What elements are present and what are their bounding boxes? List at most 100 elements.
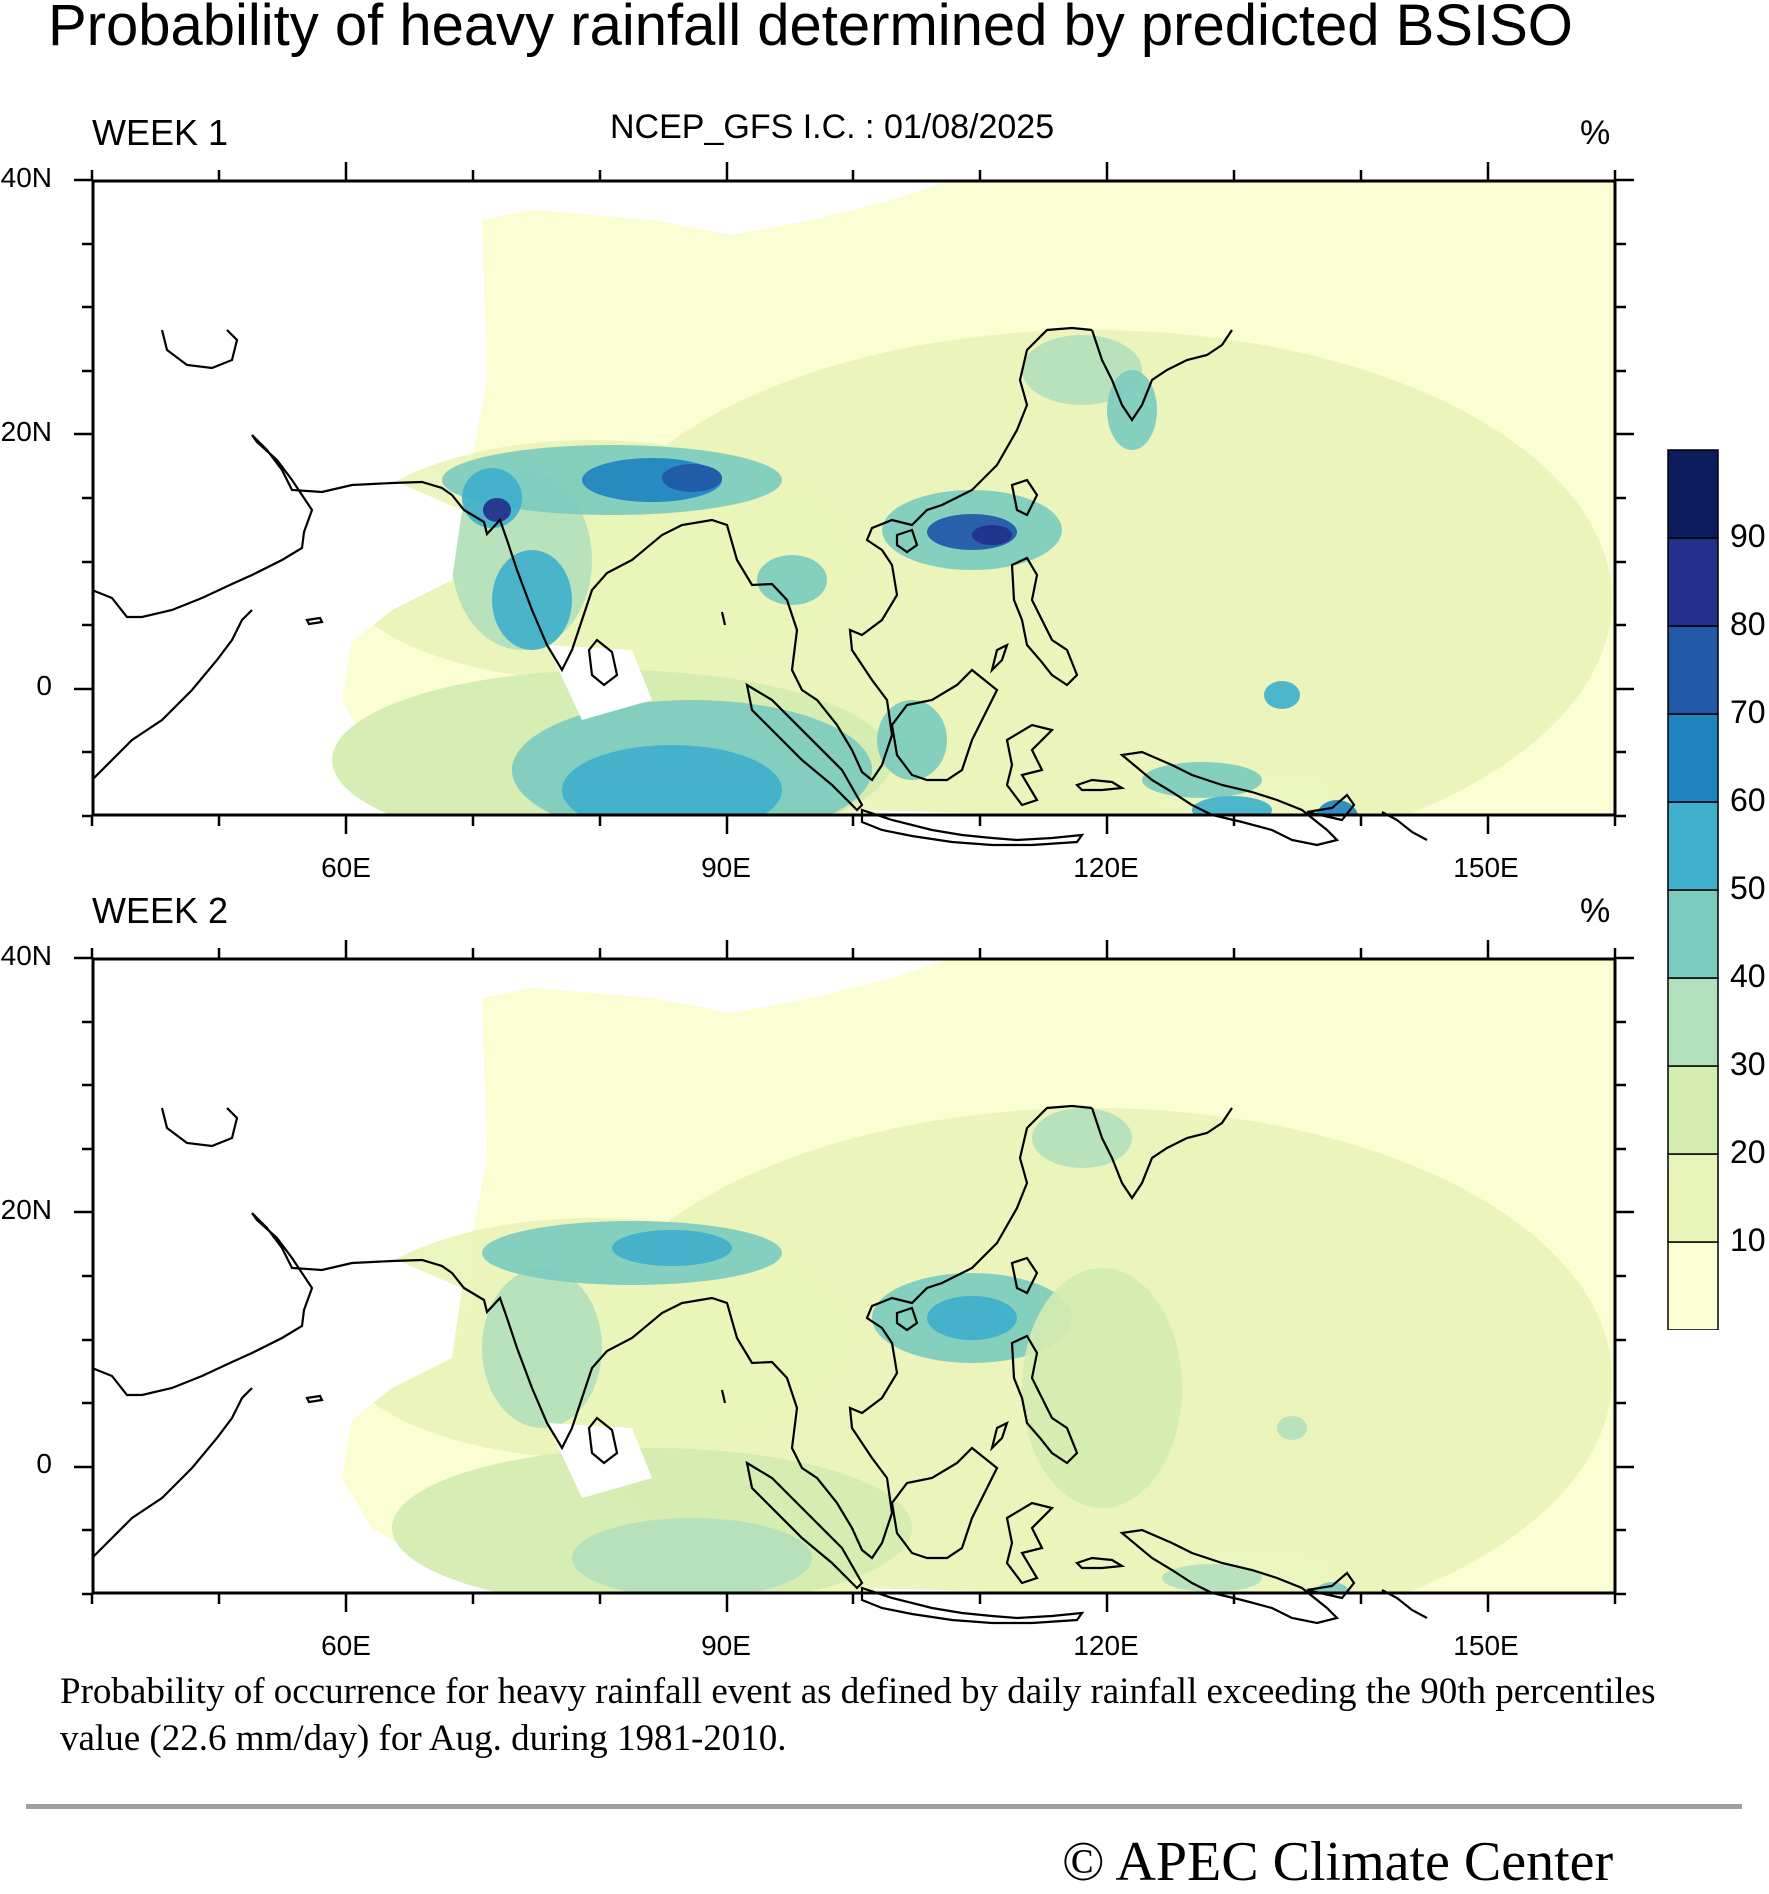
week2-lon-120e: 120E [1073, 1630, 1139, 1661]
colorbar-label-10: 10 [1730, 1222, 1766, 1258]
week2-contour-9 [1022, 1268, 1182, 1508]
week2-lon-90e: 90E [701, 1630, 751, 1661]
week1-lat-40n: 40N [0, 162, 52, 193]
week2-coast-3 [1090, 1107, 1233, 1200]
week1-lon-120e: 120E [1073, 852, 1139, 883]
week1-coast-11 [890, 668, 999, 782]
week1-coast-18 [305, 616, 324, 626]
colorbar-label-80: 80 [1730, 606, 1766, 642]
week1-contour-4 [562, 745, 782, 816]
colorbar [1667, 449, 1719, 1330]
week1-nodata-west [92, 180, 482, 816]
week2-coast-2 [160, 1107, 239, 1148]
week2-coast-5 [895, 1306, 919, 1332]
week1-coast-3 [1090, 329, 1233, 422]
week1-contour-15 [877, 700, 947, 780]
week2-coast-6 [1010, 1256, 1039, 1295]
week2-coast-13 [1074, 1556, 1126, 1570]
week2-coast-11 [890, 1446, 999, 1560]
colorbar-bin-4 [1667, 889, 1719, 979]
week2-label: WEEK 2 [92, 890, 229, 931]
week2-frame [91, 957, 1617, 1595]
colorbar-label-50: 50 [1730, 870, 1766, 906]
week2-coast-1 [91, 1387, 253, 1559]
week1-coast-9 [745, 682, 864, 812]
week2-contour-3 [572, 1518, 812, 1594]
week2-lon-150e: 150E [1453, 1630, 1519, 1661]
week1-map [74, 162, 1634, 847]
colorbar-label-40: 40 [1730, 958, 1766, 994]
colorbar-bin-0 [1667, 1241, 1719, 1330]
week2-unit-label: % [1580, 892, 1611, 930]
caption: Probability of occurrence for heavy rain… [60, 1671, 1656, 1759]
colorbar-label-20: 20 [1730, 1134, 1766, 1170]
week2-coast-15 [1306, 1571, 1356, 1600]
week1-contour-22 [1107, 370, 1157, 450]
model-init-label: NCEP_GFS I.C. : 01/08/2025 [610, 108, 1055, 146]
week2-lat-20n: 20N [0, 1194, 52, 1225]
colorbar-bin-9 [1667, 449, 1719, 539]
week2-lon-60e: 60E [321, 1630, 371, 1661]
week2-contour-12 [1032, 1108, 1132, 1168]
week1-coast-5 [895, 528, 919, 554]
week2-nodata-west [92, 958, 482, 1594]
colorbar-bin-7 [1667, 625, 1719, 715]
colorbar-bin-1 [1667, 1153, 1719, 1243]
week1-lat-0: 0 [36, 670, 52, 701]
week2-contour-11 [1162, 1564, 1262, 1592]
week1-coast-7 [1010, 556, 1079, 687]
week1-frame [91, 179, 1617, 817]
week1-coast-15 [1306, 793, 1356, 822]
colorbar-label-60: 60 [1730, 782, 1766, 818]
week1-coast-12 [1005, 723, 1055, 807]
colorbar-label-70: 70 [1730, 694, 1766, 730]
colorbar-label-90: 90 [1730, 518, 1766, 554]
week1-coast-6 [1010, 478, 1039, 517]
divider [26, 1804, 1742, 1809]
week1-lon-150e: 150E [1453, 852, 1519, 883]
week2-coast-14 [1119, 1528, 1340, 1625]
week2-contour-8 [927, 1296, 1017, 1340]
week2-map [74, 940, 1634, 1625]
week2-lat-0: 0 [36, 1448, 52, 1479]
week1-contour-0 [572, 330, 1612, 816]
week1-lon-60e: 60E [321, 852, 371, 883]
week2-contour-10 [1312, 1582, 1352, 1594]
week1-coast-8 [989, 642, 1009, 674]
week1-coast-17 [720, 611, 727, 626]
week2-coast-18 [305, 1394, 324, 1404]
week2-contour-13 [1277, 1416, 1307, 1440]
colorbar-bin-2 [1667, 1065, 1719, 1155]
week1-contour-21 [757, 555, 827, 605]
colorbar-bin-8 [1667, 537, 1719, 627]
week1-contour-11 [483, 498, 511, 522]
week1-contour-18 [1192, 796, 1272, 816]
week2-ticks [74, 940, 1634, 1612]
week1-coast-13 [1074, 778, 1126, 792]
week1-label: WEEK 1 [92, 112, 229, 153]
week2-coast-4 [587, 1416, 619, 1465]
week1-coast-10 [860, 808, 1085, 847]
colorbar-bin-3 [1667, 977, 1719, 1067]
week2-coast-9 [745, 1460, 864, 1590]
chart-title: Probability of heavy rainfall determined… [48, 0, 1573, 58]
week2-field [92, 958, 1616, 1594]
week1-coast-0 [91, 326, 1093, 782]
week1-contour-14 [972, 525, 1012, 545]
week2-coast-17 [720, 1389, 727, 1404]
week1-unit-label: % [1580, 114, 1611, 152]
week1-contour-16 [1264, 681, 1300, 709]
week2-coastlines [91, 1104, 1428, 1625]
week2-contour-6 [612, 1230, 732, 1266]
week2-coast-0 [91, 1104, 1093, 1560]
week1-contour-9 [662, 464, 722, 492]
week2-coast-8 [989, 1420, 1009, 1452]
week1-lon-90e: 90E [701, 852, 751, 883]
week1-lat-20n: 20N [0, 416, 52, 447]
week2-coast-10 [860, 1586, 1085, 1625]
week2-coast-12 [1005, 1501, 1055, 1585]
week1-coast-2 [160, 329, 239, 370]
week1-coast-1 [91, 609, 253, 781]
week1-contour-6 [492, 550, 572, 650]
credit: © APEC Climate Center [1062, 1831, 1614, 1893]
